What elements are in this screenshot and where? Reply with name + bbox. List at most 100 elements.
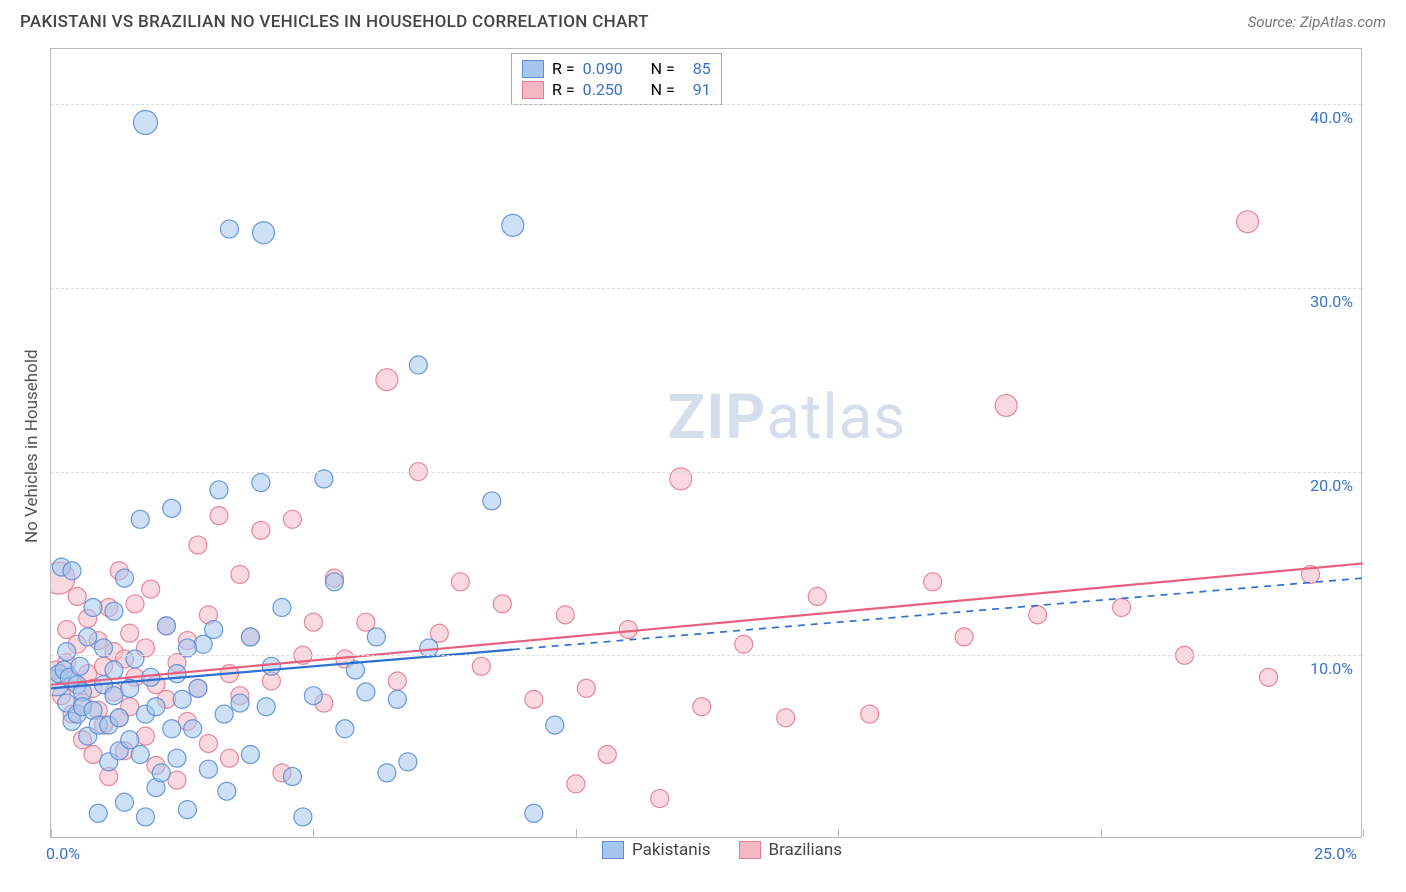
- y-axis-label: No Vehicles in Household: [22, 349, 42, 543]
- trend-line: [51, 563, 1363, 684]
- series-legend: Pakistanis Brazilians: [602, 840, 842, 860]
- legend-n-label: N =: [651, 80, 675, 99]
- brazilians-point: [189, 536, 207, 554]
- pakistanis-point: [357, 683, 375, 701]
- brazilians-point: [1113, 599, 1131, 617]
- x-tick: [576, 829, 577, 837]
- series-legend-item: Brazilians: [739, 840, 843, 860]
- brazilians-point: [304, 613, 322, 631]
- brazilians-point: [376, 369, 398, 391]
- brazilians-point: [735, 635, 753, 653]
- pakistanis-point: [483, 492, 501, 510]
- pakistanis-point: [189, 679, 207, 697]
- brazilians-point: [955, 628, 973, 646]
- legend-n-value: 85: [683, 59, 711, 78]
- brazilians-point: [283, 510, 301, 528]
- pakistanis-point: [210, 481, 228, 499]
- pakistanis-point: [63, 562, 81, 580]
- brazilians-point: [68, 587, 86, 605]
- pakistanis-point: [79, 628, 97, 646]
- brazilians-point: [861, 705, 879, 723]
- brazilians-point: [210, 507, 228, 525]
- brazilians-point: [924, 573, 942, 591]
- series-legend-item: Pakistanis: [602, 840, 711, 860]
- brazilians-point: [598, 745, 616, 763]
- grid-line: [51, 288, 1361, 289]
- legend-n-value: 91: [683, 80, 711, 99]
- brazilians-point: [1260, 668, 1278, 686]
- pakistanis-point: [253, 222, 275, 244]
- pakistanis-point: [184, 720, 202, 738]
- source-prefix: Source:: [1248, 13, 1300, 31]
- pakistanis-point: [241, 628, 259, 646]
- pakistanis-point: [273, 599, 291, 617]
- pakistanis-point: [409, 356, 427, 374]
- brazilians-point: [1029, 606, 1047, 624]
- pakistanis-point: [378, 764, 396, 782]
- pakistanis-point: [178, 639, 196, 657]
- pakistanis-point: [168, 749, 186, 767]
- brazilians-point: [472, 657, 490, 675]
- legend-swatch: [522, 81, 544, 99]
- pakistanis-point: [147, 698, 165, 716]
- brazilians-point: [199, 734, 217, 752]
- pakistanis-point: [71, 657, 89, 675]
- pakistanis-point: [105, 661, 123, 679]
- pakistanis-point: [502, 214, 524, 236]
- legend-row: R =0.090N =85: [522, 58, 711, 79]
- pakistanis-point: [199, 760, 217, 778]
- brazilians-point: [556, 606, 574, 624]
- x-tick: [313, 829, 314, 837]
- brazilians-point: [808, 587, 826, 605]
- pakistanis-point: [163, 720, 181, 738]
- x-tick: [1363, 829, 1364, 837]
- brazilians-point: [651, 790, 669, 808]
- pakistanis-point: [262, 657, 280, 675]
- pakistanis-point: [84, 599, 102, 617]
- pakistanis-point: [525, 804, 543, 822]
- source-name: ZipAtlas.com: [1300, 13, 1386, 31]
- pakistanis-point: [178, 801, 196, 819]
- brazilians-point: [451, 573, 469, 591]
- grid-line: [51, 655, 1361, 656]
- pakistanis-point: [163, 499, 181, 517]
- brazilians-point: [388, 672, 406, 690]
- source-attribution: Source: ZipAtlas.com: [1248, 13, 1386, 31]
- brazilians-point: [493, 595, 511, 613]
- pakistanis-point: [220, 220, 238, 238]
- brazilians-point: [577, 679, 595, 697]
- pakistanis-point: [241, 745, 259, 763]
- x-tick: [51, 829, 52, 837]
- brazilians-point: [121, 624, 139, 642]
- brazilians-point: [231, 565, 249, 583]
- pakistanis-point: [157, 617, 175, 635]
- pakistanis-point: [218, 782, 236, 800]
- pakistanis-point: [231, 694, 249, 712]
- grid-line: [51, 104, 1361, 105]
- legend-r-label: R =: [552, 80, 575, 99]
- pakistanis-point: [215, 705, 233, 723]
- legend-r-value: 0.250: [583, 80, 635, 99]
- pakistanis-point: [89, 804, 107, 822]
- legend-r-value: 0.090: [583, 59, 635, 78]
- brazilians-point: [693, 698, 711, 716]
- pakistanis-point: [131, 745, 149, 763]
- brazilians-point: [1237, 211, 1259, 233]
- pakistanis-point: [131, 510, 149, 528]
- pakistanis-point: [257, 698, 275, 716]
- pakistanis-point: [315, 470, 333, 488]
- pakistanis-point: [283, 768, 301, 786]
- pakistanis-point: [205, 621, 223, 639]
- legend-row: R = 0.250 N = 91: [522, 79, 711, 100]
- pakistanis-point: [115, 569, 133, 587]
- brazilians-point: [525, 690, 543, 708]
- pakistanis-point: [133, 110, 157, 134]
- series-legend-label: Pakistanis: [632, 840, 711, 860]
- pakistanis-point: [388, 690, 406, 708]
- brazilians-point: [136, 727, 154, 745]
- brazilians-point: [619, 621, 637, 639]
- brazilians-point: [252, 521, 270, 539]
- legend-swatch: [522, 60, 544, 78]
- brazilians-point: [995, 394, 1017, 416]
- legend-n-label: N =: [651, 59, 675, 78]
